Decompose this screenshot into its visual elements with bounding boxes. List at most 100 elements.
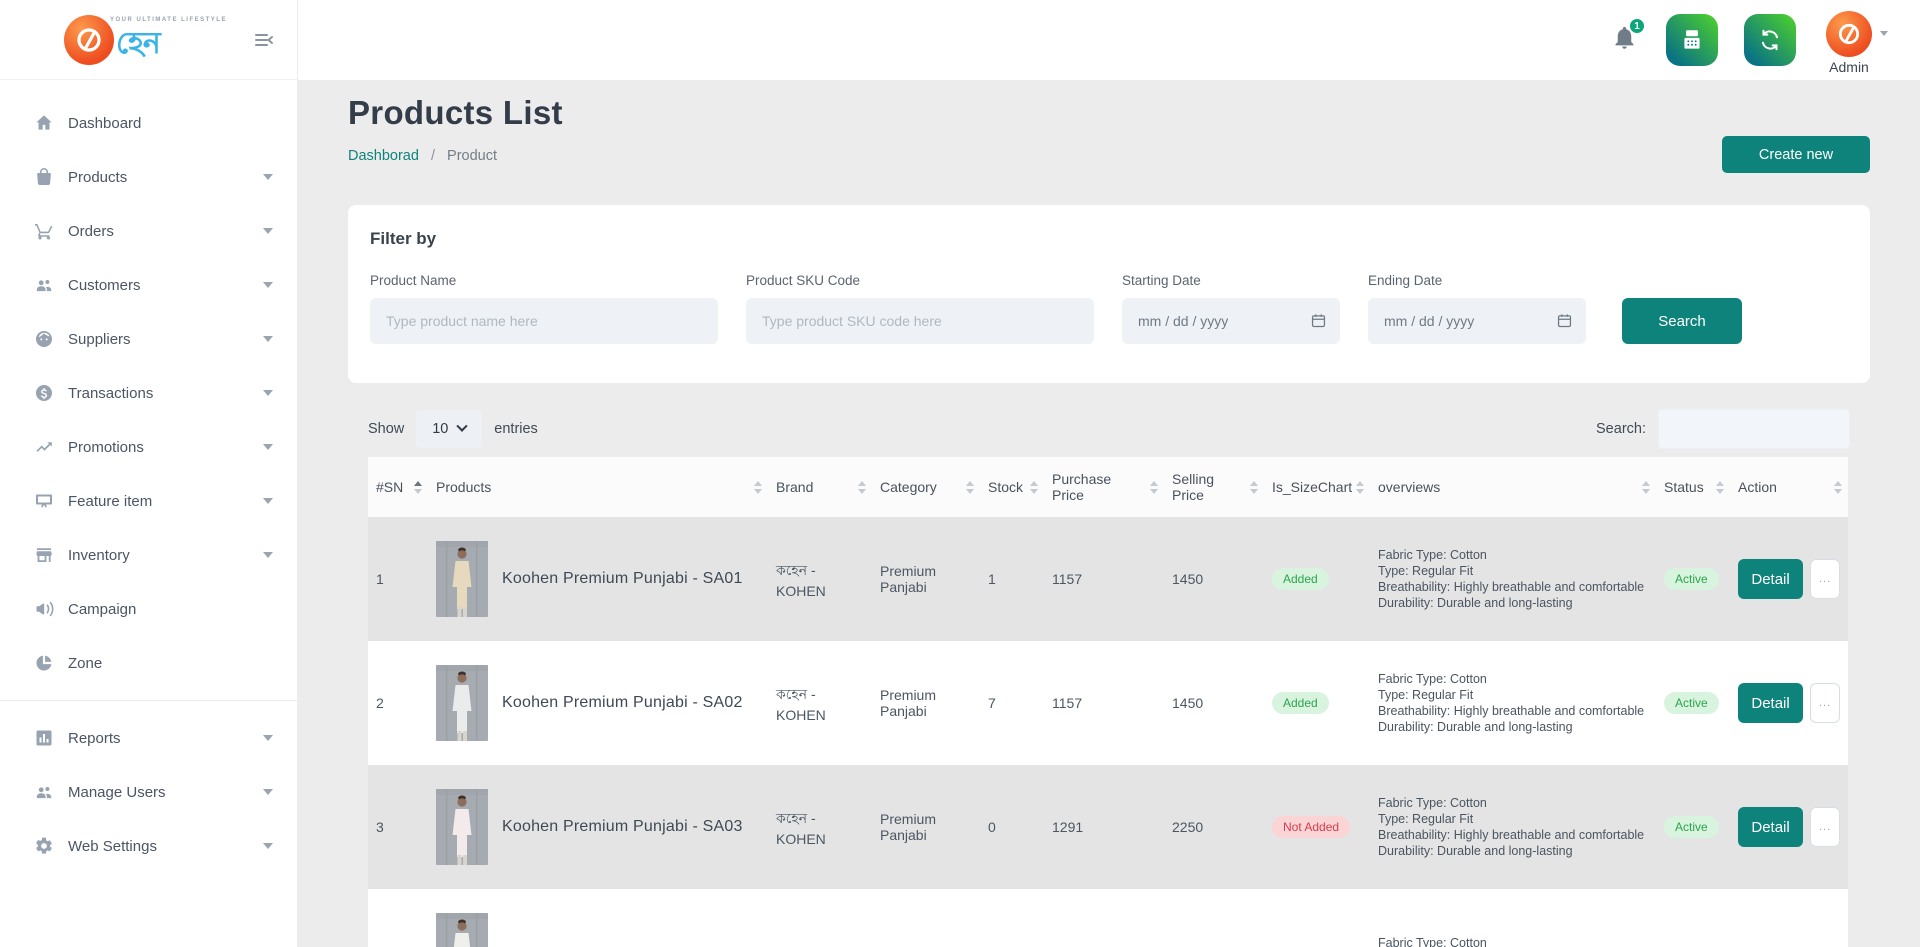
overview-line: Type: Regular Fit — [1378, 812, 1474, 826]
sort-arrows-icon[interactable] — [1356, 480, 1365, 494]
column-header-overviews[interactable]: overviews — [1370, 479, 1656, 495]
sort-arrows-icon[interactable] — [1030, 480, 1038, 494]
people-icon — [34, 782, 54, 802]
detail-button[interactable]: Detail — [1738, 807, 1804, 847]
cell-actions: Detail... — [1730, 683, 1848, 723]
sidebar-item-campaign[interactable]: Campaign — [0, 582, 297, 636]
sidebar-item-transactions[interactable]: Transactions — [0, 366, 297, 420]
product-name-input[interactable] — [370, 298, 718, 344]
entries-select[interactable]: 10 — [416, 410, 483, 448]
column-header-purchase-price[interactable]: Purchase Price — [1044, 471, 1164, 503]
cell-purchase-price: 1157 — [1052, 571, 1083, 587]
admin-label: Admin — [1829, 59, 1869, 75]
filter-search-button[interactable]: Search — [1622, 298, 1742, 344]
sidebar-item-dashboard[interactable]: Dashboard — [0, 96, 297, 150]
cell-selling-price: 1450 — [1172, 571, 1204, 587]
column-header-products[interactable]: Products — [428, 479, 768, 495]
table-search-input[interactable] — [1658, 409, 1850, 449]
sync-button[interactable] — [1744, 14, 1796, 66]
cell-stock: 0 — [988, 819, 996, 835]
column-header-label: Status — [1664, 478, 1704, 495]
table-row: 2 Koohen Premium Punjabi - SA02 কহেন - KOH… — [368, 641, 1848, 765]
sidebar-item-manage-users[interactable]: Manage Users — [0, 765, 297, 819]
sidebar-item-feature-item[interactable]: Feature item — [0, 474, 297, 528]
column-header-status[interactable]: Status — [1656, 479, 1730, 495]
overview-line: Durability: Durable and long-lasting — [1378, 596, 1573, 610]
filter-field-label: Product Name — [370, 273, 457, 288]
create-new-button[interactable]: Create new — [1722, 136, 1870, 173]
cell-selling-price: 2250 — [1172, 819, 1204, 835]
chevron-down-icon — [263, 498, 273, 504]
sidebar-item-label: Manage Users — [68, 783, 166, 801]
column-header-selling-price[interactable]: Selling Price — [1164, 471, 1264, 503]
sort-arrows-icon[interactable] — [1834, 480, 1842, 494]
cell-product: Koohen Premium Punjabi - SA02 — [428, 665, 768, 741]
ending-date-input[interactable] — [1368, 298, 1586, 344]
sort-arrows-icon[interactable] — [1250, 480, 1258, 494]
overview-line: Fabric Type: Cotton — [1378, 936, 1487, 947]
product-name: Koohen Premium Punjabi - SA02 — [502, 694, 743, 711]
sort-arrows-icon[interactable] — [1716, 480, 1724, 494]
more-actions-button[interactable]: ... — [1810, 807, 1840, 847]
detail-button[interactable]: Detail — [1738, 559, 1804, 599]
sidebar-item-web-settings[interactable]: Web Settings — [0, 819, 297, 873]
product-name: Koohen Premium Punjabi - SA03 — [502, 818, 743, 835]
cell-category: Premium Panjabi — [880, 811, 937, 843]
sidebar-item-orders[interactable]: Orders — [0, 204, 297, 258]
sort-arrows-icon[interactable] — [1150, 480, 1158, 494]
brand-logo[interactable]: YOUR ULTIMATE LIFESTYLE হেন — [64, 14, 225, 65]
cell-size-chart: Not Added — [1264, 816, 1370, 838]
sidebar-item-label: Dashboard — [68, 114, 142, 132]
sidebar-divider — [0, 700, 297, 701]
sort-arrows-icon[interactable] — [1642, 480, 1650, 494]
avatar[interactable] — [1826, 11, 1872, 57]
sort-arrows-icon[interactable] — [966, 480, 974, 494]
sidebar-item-reports[interactable]: Reports — [0, 711, 297, 765]
column-header-action[interactable]: Action — [1730, 479, 1848, 495]
cell-overviews: Fabric Type: Cotton Type: Regular Fit Brea… — [1370, 795, 1656, 859]
more-actions-button[interactable]: ... — [1810, 683, 1840, 723]
column-header-brand[interactable]: Brand — [768, 479, 872, 495]
sidebar-item-products[interactable]: Products — [0, 150, 297, 204]
sort-arrows-icon[interactable] — [754, 480, 762, 494]
barchart-icon — [34, 728, 54, 748]
detail-button[interactable]: Detail — [1738, 683, 1804, 723]
cell-status: Active — [1656, 816, 1730, 838]
chevron-down-icon — [263, 390, 273, 396]
column-header-stock[interactable]: Stock — [980, 479, 1044, 495]
sidebar-item-label: Reports — [68, 729, 121, 747]
chevron-down-icon — [263, 228, 273, 234]
cell-overviews: Fabric Type: Cotton Type: Regular Fit Brea… — [1370, 547, 1656, 611]
pos-terminal-button[interactable] — [1666, 14, 1718, 66]
chevron-down-icon — [263, 789, 273, 795]
cell-actions: Detail... — [1730, 559, 1848, 599]
overview-line: Breathability: Highly breathable and com… — [1378, 828, 1645, 842]
overview-line: Breathability: Highly breathable and com… — [1378, 704, 1645, 718]
sort-arrows-icon[interactable] — [858, 480, 866, 494]
size-chart-badge: Added — [1272, 692, 1329, 714]
product-sku-code-input[interactable] — [746, 298, 1094, 344]
sidebar-item-customers[interactable]: Customers — [0, 258, 297, 312]
starting-date-input[interactable] — [1122, 298, 1340, 344]
admin-menu[interactable]: Admin — [1826, 5, 1888, 75]
filter-field-label: Product SKU Code — [746, 273, 861, 288]
notifications-bell-icon[interactable]: 1 — [1611, 17, 1646, 56]
sidebar-item-zone[interactable]: Zone — [0, 636, 297, 690]
column-header-category[interactable]: Category — [872, 479, 980, 495]
breadcrumb-dashboard-link[interactable]: Dashborad — [348, 148, 419, 164]
column-header-sn[interactable]: #SN — [368, 479, 428, 495]
cell-stock: 1 — [988, 571, 996, 587]
column-header-is-sizechart[interactable]: Is_SizeChart — [1264, 479, 1370, 495]
sidebar-item-promotions[interactable]: Promotions — [0, 420, 297, 474]
sidebar-item-inventory[interactable]: Inventory — [0, 528, 297, 582]
sidebar-item-suppliers[interactable]: Suppliers — [0, 312, 297, 366]
cell-sn: 1 — [376, 571, 384, 587]
more-actions-button[interactable]: ... — [1810, 559, 1840, 599]
brand-logo-circle-icon — [64, 14, 114, 65]
chevron-down-icon — [1880, 31, 1888, 36]
sidebar-nav: Dashboard Products Orders Customers Supplier… — [0, 80, 297, 873]
table-controls: Show 10 entries Search: — [368, 409, 1850, 449]
sidebar-collapse-icon[interactable] — [253, 29, 275, 51]
sort-arrows-icon[interactable] — [414, 480, 422, 494]
